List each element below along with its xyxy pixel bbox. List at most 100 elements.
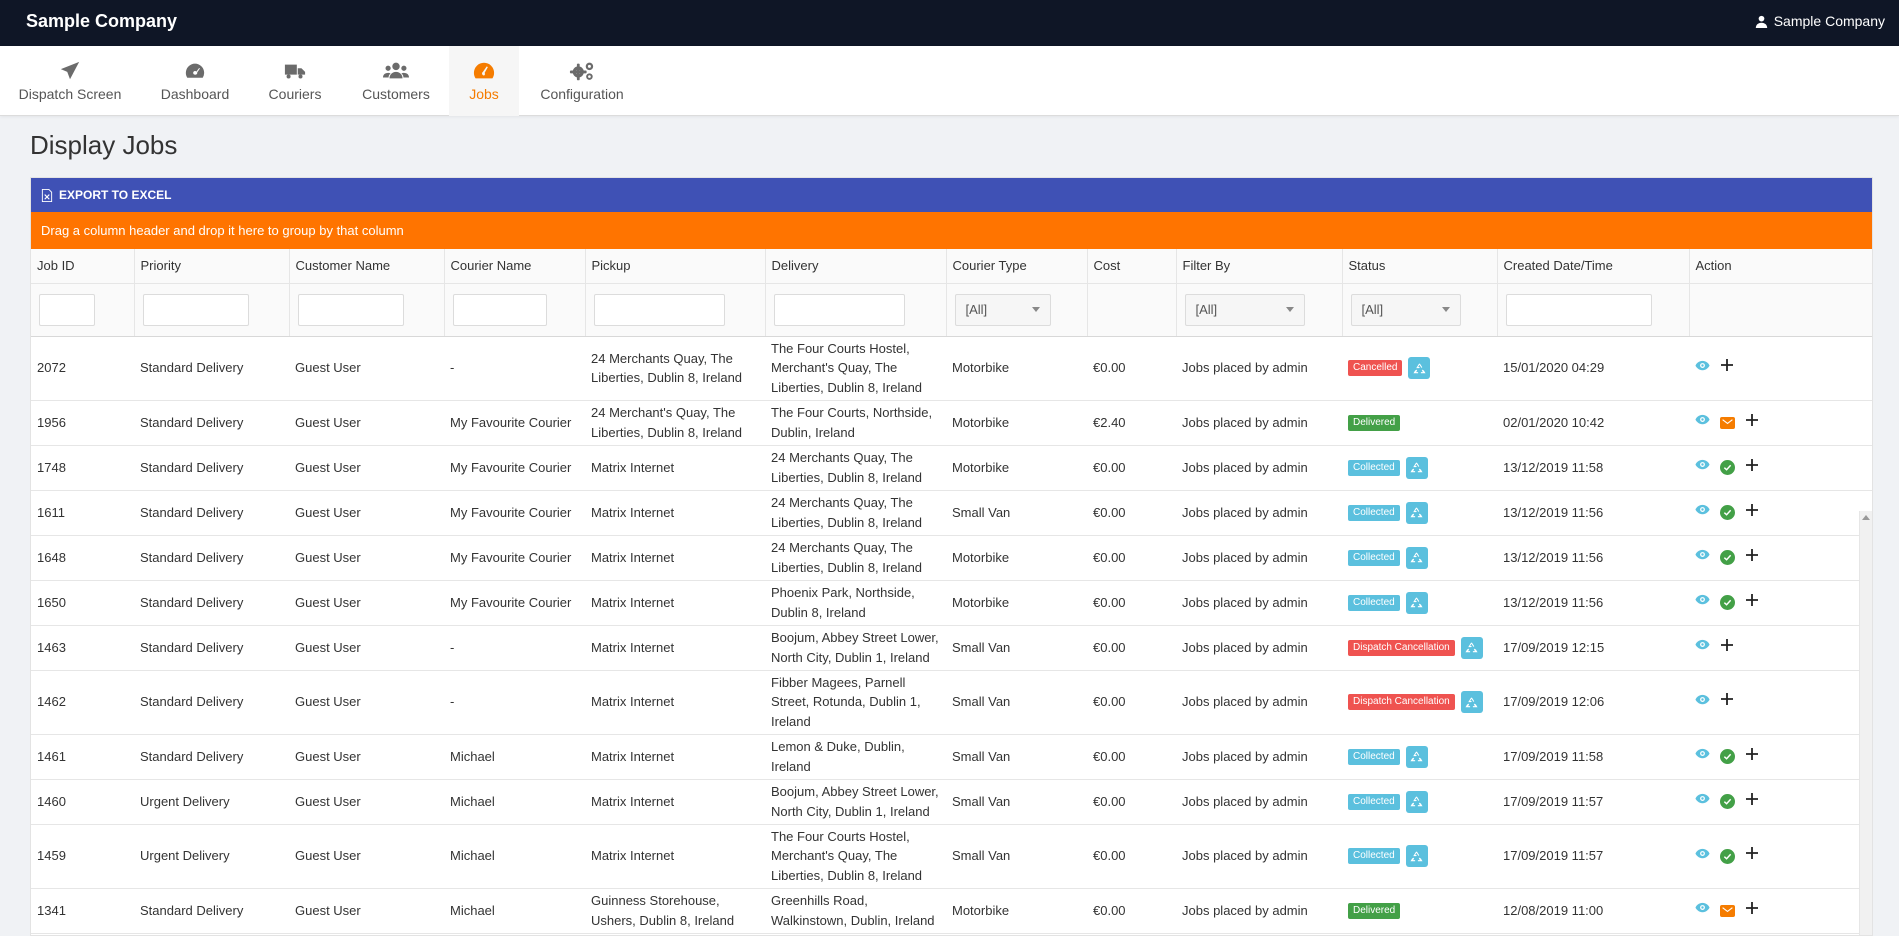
table-row[interactable]: 1611 Standard Delivery Guest User My Favour… <box>31 490 1872 536</box>
col-priority[interactable]: Priority <box>134 249 290 284</box>
mark-delivered-icon[interactable] <box>1720 794 1735 809</box>
view-icon[interactable] <box>1695 746 1710 767</box>
recycle-button[interactable] <box>1460 691 1483 713</box>
add-icon[interactable] <box>1720 358 1734 378</box>
scroll-up-icon[interactable] <box>1862 515 1870 520</box>
table-row[interactable]: 1956 Standard Delivery Guest User My Favour… <box>31 400 1872 446</box>
customer-name: Guest User <box>295 848 361 864</box>
filter-pickup[interactable] <box>593 293 725 326</box>
priority: Standard Delivery <box>140 748 244 764</box>
group-by-panel[interactable]: Drag a column header and drop it here to… <box>31 212 1872 249</box>
add-icon[interactable] <box>1745 458 1759 478</box>
pickup-address: Matrix Internet <box>591 793 675 809</box>
filter-courier-type-select[interactable]: [All] <box>954 293 1051 326</box>
add-icon[interactable] <box>1745 747 1759 767</box>
col-customer-name[interactable]: Customer Name <box>289 249 445 284</box>
filter-status-select[interactable]: [All] <box>1350 293 1461 326</box>
add-icon[interactable] <box>1720 692 1734 712</box>
view-icon[interactable] <box>1695 692 1710 713</box>
nav-couriers[interactable]: Couriers <box>258 46 332 116</box>
view-icon[interactable] <box>1695 791 1710 812</box>
mark-delivered-icon[interactable] <box>1720 550 1735 565</box>
envelope-icon[interactable] <box>1720 904 1735 917</box>
nav-jobs[interactable]: Jobs <box>449 46 519 116</box>
col-courier-name[interactable]: Courier Name <box>444 249 586 284</box>
view-icon[interactable] <box>1695 592 1710 613</box>
table-row[interactable]: 1650 Standard Delivery Guest User My Favour… <box>31 580 1872 626</box>
recycle-button[interactable] <box>1405 790 1428 813</box>
table-row[interactable]: 1459 Urgent Delivery Guest User Michael Matr… <box>31 824 1872 889</box>
view-icon[interactable] <box>1695 412 1710 433</box>
view-icon[interactable] <box>1695 846 1710 867</box>
add-icon[interactable] <box>1745 792 1759 812</box>
col-delivery[interactable]: Delivery <box>765 249 947 284</box>
table-row[interactable]: 1748 Standard Delivery Guest User My Favour… <box>31 445 1872 491</box>
table-row[interactable]: 1648 Standard Delivery Guest User My Favour… <box>31 535 1872 581</box>
add-icon[interactable] <box>1745 548 1759 568</box>
mark-delivered-icon[interactable] <box>1720 848 1735 864</box>
table-row[interactable]: 1341 Standard Delivery Guest User Michael Gu… <box>31 888 1872 934</box>
dashboard-icon <box>185 63 205 78</box>
row-actions <box>1695 791 1868 812</box>
col-created[interactable]: Created Date/Time <box>1497 249 1690 284</box>
col-job-id[interactable]: Job ID <box>31 249 135 284</box>
mark-delivered-icon[interactable] <box>1720 595 1735 610</box>
mark-delivered-icon[interactable] <box>1720 460 1735 475</box>
filter-job-id[interactable] <box>39 293 95 326</box>
col-cost[interactable]: Cost <box>1087 249 1177 284</box>
customer-name: Guest User <box>295 748 361 764</box>
filter-by-select[interactable]: [All] <box>1184 293 1305 326</box>
filter-customer[interactable] <box>297 293 404 326</box>
add-icon[interactable] <box>1745 846 1759 866</box>
export-excel-button[interactable]: EXPORT TO EXCEL <box>41 188 171 202</box>
created-datetime: 17/09/2019 11:57 <box>1503 848 1604 864</box>
export-excel-label: EXPORT TO EXCEL <box>59 188 172 202</box>
vertical-scrollbar[interactable] <box>1859 511 1872 935</box>
table-row[interactable]: 1462 Standard Delivery Guest User - Matrix I… <box>31 670 1872 735</box>
table-row[interactable]: 1461 Standard Delivery Guest User Michael Ma… <box>31 734 1872 780</box>
filter-delivery[interactable] <box>773 293 905 326</box>
view-icon[interactable] <box>1695 457 1710 478</box>
customer-name: Guest User <box>295 459 361 475</box>
table-row[interactable]: 2072 Standard Delivery Guest User - 24 Merch… <box>31 336 1872 401</box>
filter-courier[interactable] <box>452 293 547 326</box>
add-icon[interactable] <box>1745 901 1759 921</box>
mark-delivered-icon[interactable] <box>1720 749 1735 764</box>
table-row[interactable]: 1460 Urgent Delivery Guest User Michael Matr… <box>31 779 1872 825</box>
nav-configuration[interactable]: Configuration <box>536 46 628 116</box>
view-icon[interactable] <box>1695 358 1710 379</box>
col-status[interactable]: Status <box>1342 249 1498 284</box>
col-pickup[interactable]: Pickup <box>585 249 766 284</box>
nav-customers[interactable]: Customers <box>354 46 438 116</box>
add-icon[interactable] <box>1745 503 1759 523</box>
table-row[interactable]: 1463 Standard Delivery Guest User - Matrix I… <box>31 625 1872 671</box>
recycle-button[interactable] <box>1405 845 1428 867</box>
recycle-button[interactable] <box>1405 546 1428 569</box>
add-icon[interactable] <box>1745 593 1759 613</box>
recycle-button[interactable] <box>1405 591 1428 614</box>
delivery-address: The Four Courts, Northside, Dublin, Irel… <box>771 405 933 440</box>
view-icon[interactable] <box>1695 637 1710 658</box>
add-icon[interactable] <box>1720 638 1734 658</box>
recycle-button[interactable] <box>1405 456 1428 479</box>
recycle-button[interactable] <box>1460 636 1483 659</box>
brand-name[interactable]: Sample Company <box>26 11 178 31</box>
view-icon[interactable] <box>1695 547 1710 568</box>
filter-created[interactable] <box>1505 293 1652 326</box>
filter-priority[interactable] <box>142 293 249 326</box>
view-icon[interactable] <box>1695 900 1710 921</box>
nav-label: Customers <box>362 86 430 102</box>
recycle-button[interactable] <box>1405 501 1428 524</box>
user-menu[interactable]: Sample Company <box>1755 13 1885 29</box>
nav-dashboard[interactable]: Dashboard <box>150 46 240 116</box>
recycle-button[interactable] <box>1408 357 1431 379</box>
view-icon[interactable] <box>1695 502 1710 523</box>
add-icon[interactable] <box>1745 413 1759 433</box>
mark-delivered-icon[interactable] <box>1720 505 1735 520</box>
envelope-icon[interactable] <box>1720 416 1735 429</box>
nav-dispatch-screen[interactable]: Dispatch Screen <box>14 46 126 116</box>
col-courier-type[interactable]: Courier Type <box>946 249 1088 284</box>
jobs-table: Job ID Priority Customer Name Courier Na… <box>31 249 1872 934</box>
recycle-button[interactable] <box>1405 745 1428 768</box>
col-filter-by[interactable]: Filter By <box>1176 249 1343 284</box>
